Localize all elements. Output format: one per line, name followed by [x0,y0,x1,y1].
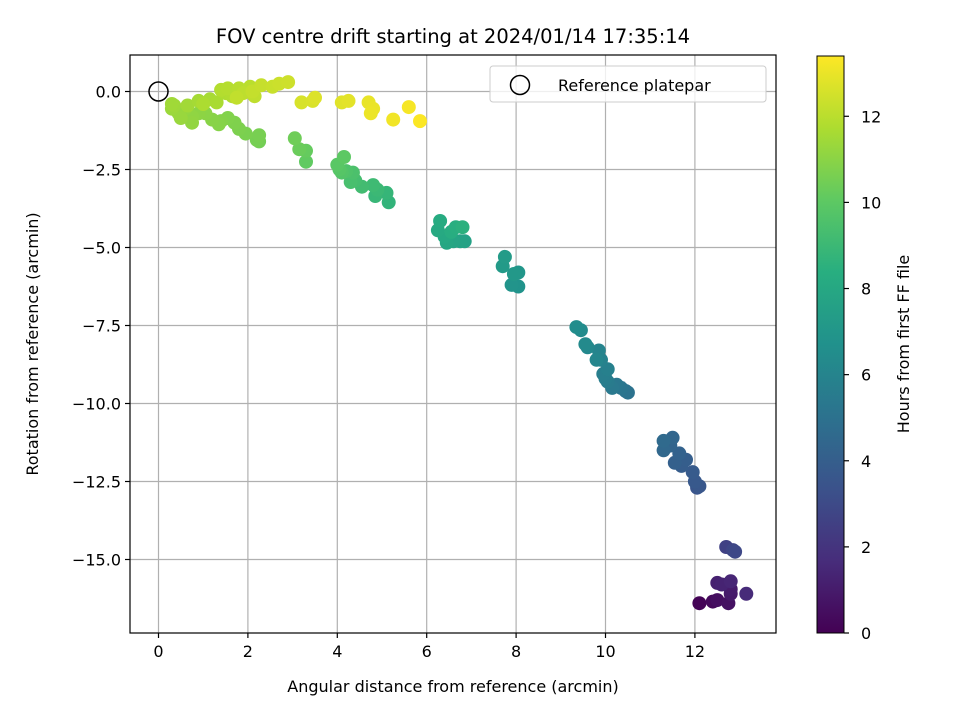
data-point [739,586,754,601]
colorbar-tick-label: 6 [861,366,871,385]
data-point [497,249,512,264]
y-tick-label: −5.0 [82,239,121,258]
data-point [401,100,416,115]
grid [130,55,776,633]
data-point [252,128,267,143]
data-point [685,465,700,480]
legend-label: Reference platepar [558,76,711,95]
reference-marker [148,81,169,102]
data-point [173,111,188,125]
colorbar-tick-label: 10 [861,193,881,212]
colorbar: 0 2 4 6 8 10 12 Hours from first FF file [816,55,913,643]
y-tick-label: −7.5 [82,317,121,336]
data-point [281,75,296,90]
y-tick-label: −15.0 [72,551,121,570]
x-tick-label: 8 [511,642,521,661]
y-tick-label: −12.5 [72,473,121,492]
data-point [578,337,593,352]
data-point [692,596,707,611]
data-point [292,142,307,157]
data-point [337,150,351,164]
data-point [569,320,584,335]
data-point [209,95,224,110]
data-point [656,433,671,448]
data-point [341,93,356,108]
data-point [366,178,381,193]
colorbar-gradient [816,55,845,634]
data-point [180,98,195,113]
legend-box [489,65,767,103]
x-tick-label: 12 [685,642,705,661]
colorbar-ticks: 0 2 4 6 8 10 12 [844,107,881,643]
scatter-points [164,75,754,611]
data-point [299,154,313,169]
data-point [220,81,235,96]
colorbar-tick-label: 0 [861,624,871,643]
data-point [386,112,401,127]
data-point [308,90,322,105]
data-point [294,95,309,110]
y-axis-label: Rotation from reference (arcmin) [23,212,42,475]
plot-frame [129,54,777,634]
chart-title: FOV centre drift starting at 2024/01/14 … [216,25,690,48]
x-tick-label: 2 [243,642,253,661]
plot-area [130,55,776,633]
y-tick-label: 0.0 [96,83,121,102]
x-tick-label: 4 [332,642,342,661]
data-point [164,97,179,111]
y-tick-label: −10.0 [72,395,121,414]
axis-ticks: 0 2 4 6 8 10 12 0.0 −2.5 −5.0 −7.5 −10.0 −12.5 −15.0 [72,83,705,662]
data-point [196,97,211,111]
data-point [433,214,448,228]
colorbar-tick-label: 4 [861,452,871,471]
legend-marker [509,74,531,96]
x-tick-label: 6 [422,642,432,661]
data-point [728,544,743,559]
data-point [589,352,604,367]
data-point [710,593,725,608]
x-tick-label: 0 [153,642,163,661]
data-point [455,220,470,235]
legend: Reference platepar [489,65,767,103]
data-point [504,277,519,292]
data-point [287,131,302,146]
colorbar-tick-label: 8 [861,280,871,299]
colorbar-label: Hours from first FF file [894,255,913,434]
colorbar-tick-label: 2 [861,538,871,557]
data-point [723,574,738,589]
data-point [363,106,378,121]
x-axis-label: Angular distance from reference (arcmin) [287,677,618,696]
x-tick-label: 10 [595,642,615,661]
data-point [506,267,521,281]
data-point [229,90,244,105]
data-point [413,114,427,129]
y-tick-label: −2.5 [82,161,121,180]
colorbar-tick-label: 12 [861,107,881,126]
data-point [185,115,199,130]
data-point [254,78,269,93]
